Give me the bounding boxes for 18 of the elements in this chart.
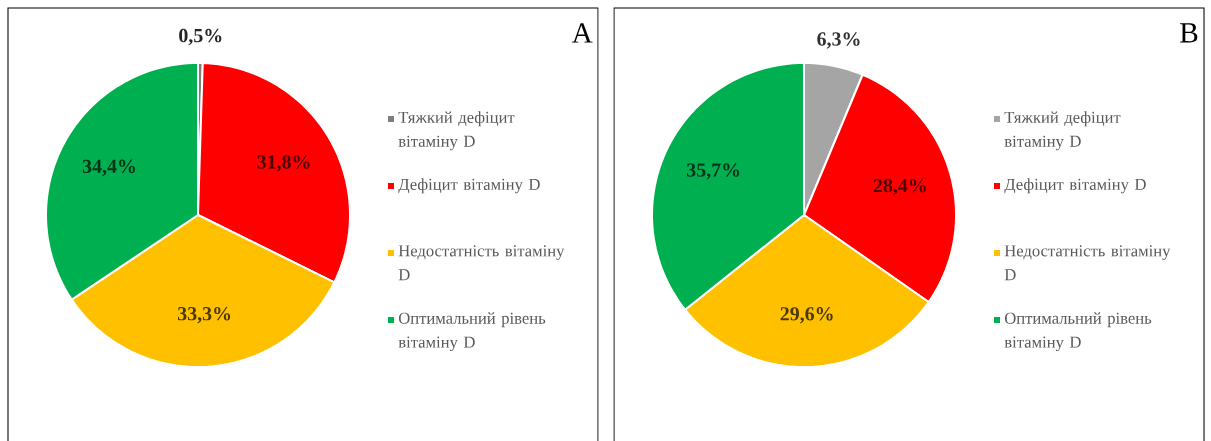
data-label: 33,3%	[177, 306, 231, 324]
data-label: 28,4%	[873, 178, 926, 196]
legend-label: Оптимальний рівень вітаміну D	[398, 312, 546, 352]
legend-label: Дефіцит вітаміну D	[1004, 178, 1146, 194]
data-label: 6,3%	[817, 32, 860, 49]
legend-label: Тяжкий дефіцит вітаміну D	[398, 111, 515, 151]
legend-label: Недостатність вітаміну D	[398, 245, 565, 281]
legend-label: Недостатність вітаміну D	[1004, 245, 1171, 281]
chart-title: B	[1180, 23, 1198, 43]
data-label: 34,4%	[82, 159, 135, 176]
chart-title: A	[571, 23, 593, 43]
data-label: 35,7%	[687, 163, 740, 180]
legend-label: Оптимальний рівень вітаміну D	[1004, 312, 1152, 352]
legend-label: Тяжкий дефіцит вітаміну D	[1004, 111, 1121, 151]
data-label: 0,5%	[179, 28, 222, 46]
data-label: 29,6%	[780, 307, 833, 324]
data-label: 31,8%	[257, 155, 310, 172]
legend-label: Дефіцит вітаміну D	[398, 178, 540, 194]
